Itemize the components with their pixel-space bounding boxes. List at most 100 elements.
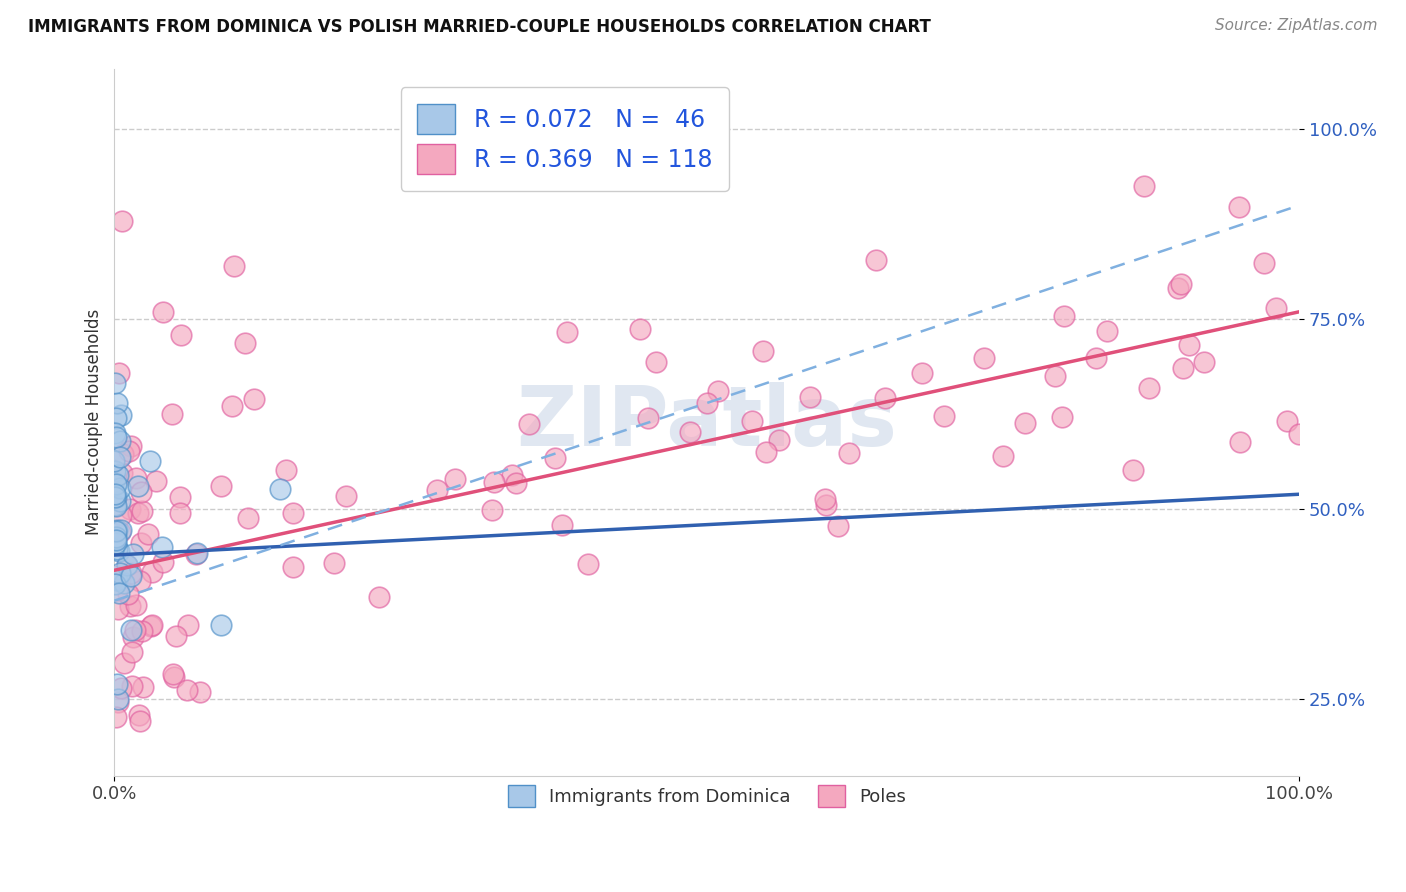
- Point: [108, 434, 131, 448]
- Point: [104, 499, 127, 513]
- Point: [1085, 351, 1108, 365]
- Point: [188, 685, 211, 699]
- Point: [176, 683, 198, 698]
- Point: [236, 510, 259, 524]
- Point: [129, 574, 152, 588]
- Point: [152, 555, 174, 569]
- Point: [426, 483, 449, 497]
- Point: [209, 479, 232, 493]
- Text: Source: ZipAtlas.com: Source: ZipAtlas.com: [1215, 18, 1378, 33]
- Point: [112, 447, 135, 461]
- Point: [110, 523, 132, 537]
- Point: [129, 535, 152, 549]
- Point: [110, 508, 132, 523]
- Point: [108, 586, 131, 600]
- Point: [276, 463, 298, 477]
- Point: [107, 695, 129, 709]
- Point: [105, 524, 128, 539]
- Point: [121, 645, 143, 659]
- Point: [1264, 301, 1286, 315]
- Point: [117, 587, 139, 601]
- Text: ZIPatlas: ZIPatlas: [516, 382, 897, 463]
- Point: [111, 467, 134, 481]
- Point: [481, 503, 503, 517]
- Point: [120, 566, 142, 580]
- Point: [141, 566, 163, 580]
- Point: [1014, 417, 1036, 431]
- Point: [104, 536, 127, 550]
- Point: [169, 490, 191, 504]
- Point: [170, 327, 193, 342]
- Point: [131, 504, 153, 518]
- Point: [105, 490, 128, 504]
- Point: [243, 392, 266, 407]
- Point: [367, 590, 389, 604]
- Point: [162, 407, 184, 421]
- Point: [103, 498, 125, 512]
- Point: [741, 414, 763, 428]
- Point: [118, 502, 141, 516]
- Point: [186, 546, 208, 560]
- Point: [911, 366, 934, 380]
- Point: [136, 527, 159, 541]
- Point: [1167, 281, 1189, 295]
- Point: [551, 517, 574, 532]
- Point: [1043, 368, 1066, 383]
- Point: [107, 602, 129, 616]
- Point: [1171, 361, 1194, 376]
- Point: [127, 479, 149, 493]
- Point: [815, 498, 838, 512]
- Point: [501, 467, 523, 482]
- Point: [122, 630, 145, 644]
- Point: [973, 351, 995, 365]
- Point: [1194, 355, 1216, 369]
- Point: [103, 475, 125, 489]
- Point: [131, 484, 153, 499]
- Point: [105, 582, 128, 597]
- Point: [110, 409, 132, 423]
- Point: [128, 707, 150, 722]
- Point: [104, 532, 127, 546]
- Point: [323, 556, 346, 570]
- Point: [104, 411, 127, 425]
- Point: [125, 599, 148, 613]
- Point: [751, 343, 773, 358]
- Point: [1170, 277, 1192, 292]
- Point: [1253, 256, 1275, 270]
- Legend: Immigrants from Dominica, Poles: Immigrants from Dominica, Poles: [499, 776, 915, 816]
- Point: [1132, 179, 1154, 194]
- Point: [1122, 463, 1144, 477]
- Point: [105, 710, 128, 724]
- Point: [112, 656, 135, 670]
- Point: [991, 449, 1014, 463]
- Point: [838, 446, 860, 460]
- Point: [799, 390, 821, 404]
- Point: [107, 366, 129, 380]
- Point: [105, 396, 128, 410]
- Point: [141, 619, 163, 633]
- Point: [335, 489, 357, 503]
- Point: [110, 481, 132, 495]
- Point: [707, 384, 730, 398]
- Point: [104, 376, 127, 390]
- Point: [637, 411, 659, 425]
- Point: [269, 482, 291, 496]
- Point: [120, 623, 142, 637]
- Point: [104, 464, 127, 478]
- Y-axis label: Married-couple Households: Married-couple Households: [86, 309, 103, 535]
- Point: [105, 430, 128, 444]
- Point: [108, 543, 131, 558]
- Point: [696, 396, 718, 410]
- Point: [139, 453, 162, 467]
- Point: [121, 679, 143, 693]
- Point: [117, 558, 139, 573]
- Point: [645, 355, 668, 369]
- Point: [132, 680, 155, 694]
- Point: [104, 533, 127, 547]
- Point: [141, 618, 163, 632]
- Point: [105, 573, 128, 587]
- Point: [222, 259, 245, 273]
- Point: [517, 417, 540, 431]
- Point: [110, 681, 132, 695]
- Point: [105, 477, 128, 491]
